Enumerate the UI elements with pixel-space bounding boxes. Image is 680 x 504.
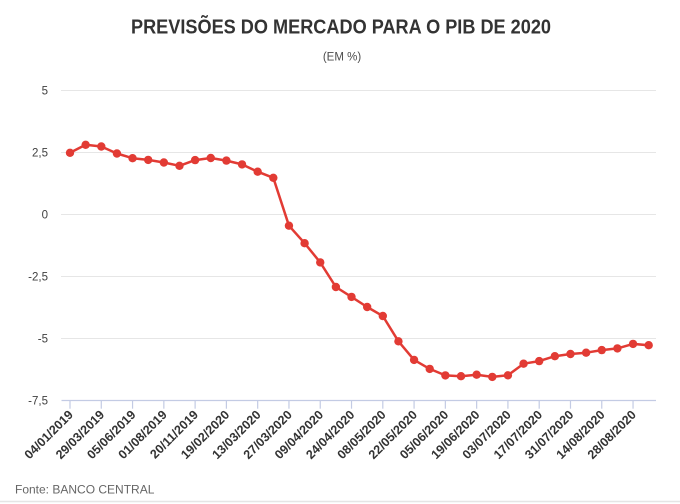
svg-text:-5: -5	[38, 334, 48, 346]
svg-text:(EM %): (EM %)	[323, 51, 362, 63]
svg-text:-2,5: -2,5	[28, 272, 48, 284]
svg-text:PREVISÕES DO MERCADO PARA O PI: PREVISÕES DO MERCADO PARA O PIB DE 2020	[131, 15, 551, 39]
svg-text:5: 5	[42, 86, 48, 98]
svg-text:Fonte: BANCO CENTRAL: Fonte: BANCO CENTRAL	[15, 483, 155, 497]
svg-text:-7,5: -7,5	[28, 396, 48, 408]
svg-text:0: 0	[42, 210, 48, 222]
svg-text:2,5: 2,5	[32, 148, 48, 160]
